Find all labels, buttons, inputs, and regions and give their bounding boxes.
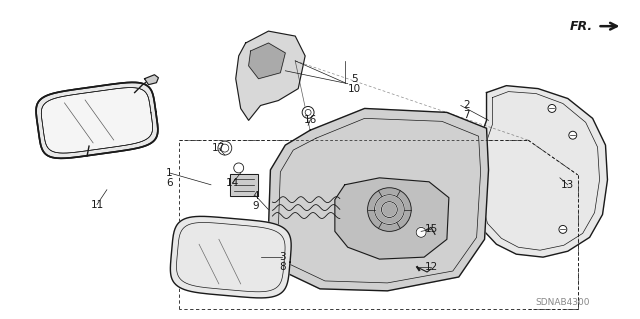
Circle shape [218, 141, 232, 155]
Text: 2: 2 [463, 100, 470, 110]
Circle shape [569, 131, 577, 139]
Polygon shape [170, 216, 291, 298]
Polygon shape [473, 85, 607, 257]
Text: 8: 8 [279, 262, 285, 272]
Text: 12: 12 [424, 262, 438, 272]
Text: SDNAB4300: SDNAB4300 [536, 298, 590, 307]
Text: 6: 6 [166, 178, 173, 188]
Circle shape [559, 226, 567, 234]
Text: 17: 17 [212, 143, 225, 153]
Polygon shape [248, 43, 285, 79]
Text: 4: 4 [252, 191, 259, 201]
Circle shape [416, 227, 426, 237]
Text: FR.: FR. [570, 20, 593, 33]
Text: 16: 16 [303, 115, 317, 125]
Text: 13: 13 [561, 180, 575, 190]
Polygon shape [145, 75, 159, 85]
Polygon shape [335, 178, 449, 259]
Text: 14: 14 [226, 178, 239, 188]
Circle shape [234, 163, 244, 173]
Text: 7: 7 [463, 110, 470, 120]
Text: 11: 11 [90, 200, 104, 210]
Text: 1: 1 [166, 168, 173, 178]
Polygon shape [236, 31, 305, 120]
Polygon shape [42, 88, 152, 153]
Polygon shape [36, 82, 158, 158]
Circle shape [548, 105, 556, 112]
Text: 3: 3 [279, 252, 285, 262]
Polygon shape [268, 108, 488, 291]
Text: 15: 15 [424, 224, 438, 234]
Bar [230, 174, 257, 196]
Circle shape [302, 107, 314, 118]
Circle shape [367, 188, 411, 231]
Bar [230, 174, 257, 196]
Text: 5: 5 [351, 74, 358, 84]
Text: 10: 10 [348, 84, 361, 93]
Text: 9: 9 [252, 201, 259, 211]
